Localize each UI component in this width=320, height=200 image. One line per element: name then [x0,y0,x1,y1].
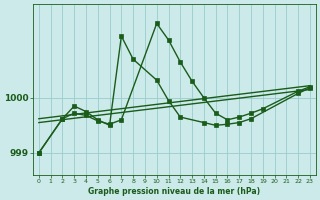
X-axis label: Graphe pression niveau de la mer (hPa): Graphe pression niveau de la mer (hPa) [88,187,260,196]
